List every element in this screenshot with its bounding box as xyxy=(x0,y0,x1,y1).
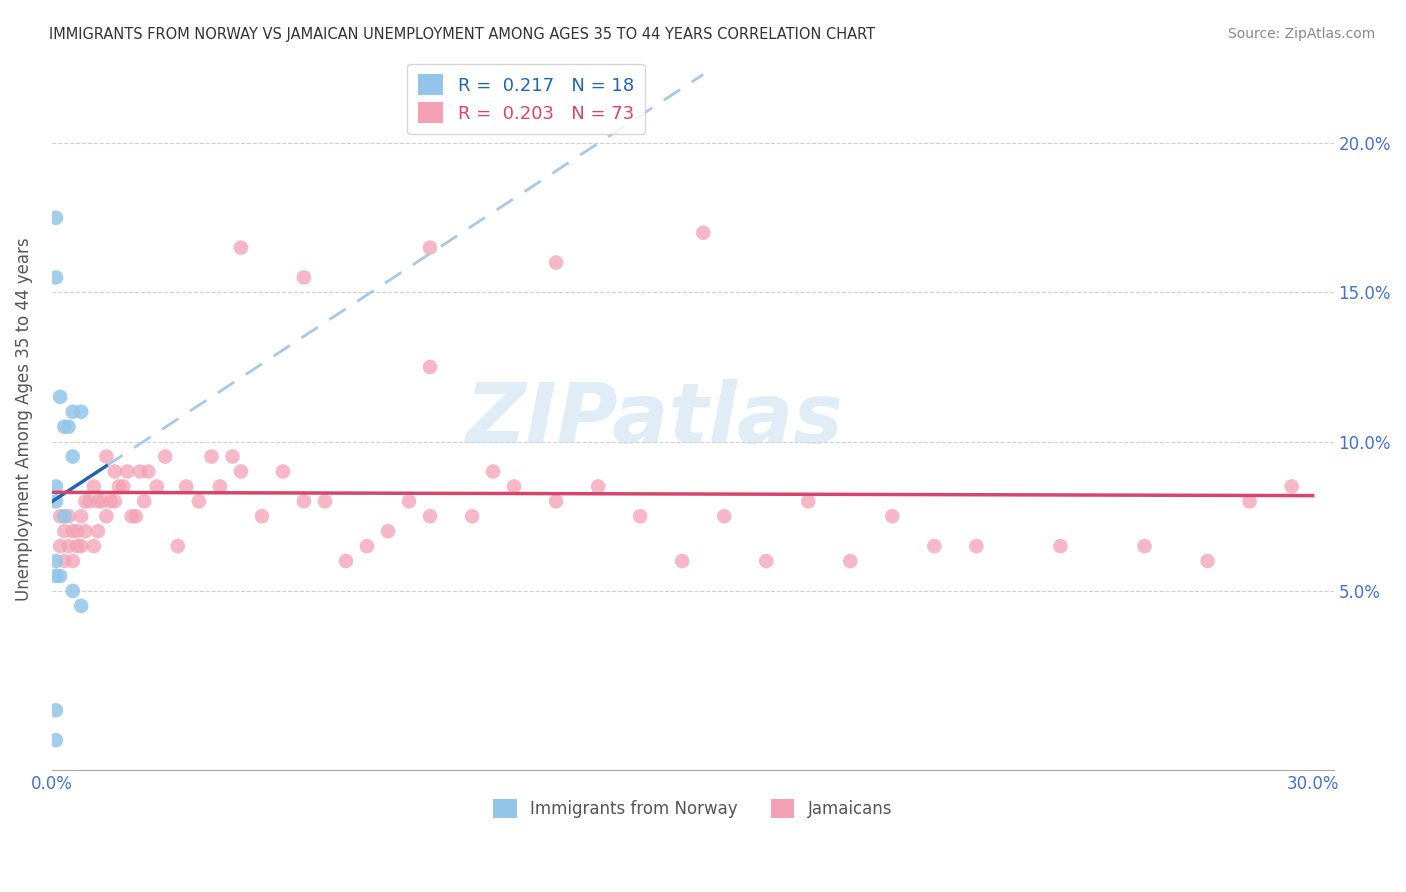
Point xyxy=(965,539,987,553)
Point xyxy=(108,479,131,493)
Point xyxy=(546,255,568,269)
Point xyxy=(58,419,80,434)
Point xyxy=(692,226,714,240)
Point xyxy=(96,450,118,464)
Point xyxy=(129,465,152,479)
Point xyxy=(250,509,273,524)
Point xyxy=(356,539,378,553)
Point xyxy=(49,569,72,583)
Point xyxy=(292,270,315,285)
Point xyxy=(62,524,84,539)
Point xyxy=(112,479,135,493)
Point xyxy=(882,509,904,524)
Point xyxy=(66,539,89,553)
Point xyxy=(66,524,89,539)
Point xyxy=(104,465,127,479)
Point xyxy=(419,359,441,374)
Point xyxy=(482,465,505,479)
Point xyxy=(1133,539,1156,553)
Point xyxy=(53,419,76,434)
Point xyxy=(174,479,197,493)
Point xyxy=(79,494,101,508)
Point xyxy=(96,509,118,524)
Point xyxy=(58,539,80,553)
Point xyxy=(62,554,84,568)
Point xyxy=(87,494,110,508)
Point xyxy=(924,539,946,553)
Point xyxy=(45,569,67,583)
Point xyxy=(45,270,67,285)
Point xyxy=(45,494,67,508)
Point xyxy=(187,494,209,508)
Point xyxy=(586,479,609,493)
Point xyxy=(70,405,93,419)
Point xyxy=(45,554,67,568)
Point xyxy=(45,479,67,493)
Point xyxy=(83,539,105,553)
Point xyxy=(221,450,243,464)
Point xyxy=(83,479,105,493)
Point xyxy=(200,450,222,464)
Point xyxy=(166,539,188,553)
Point xyxy=(377,524,399,539)
Point xyxy=(62,583,84,598)
Point xyxy=(208,479,231,493)
Point xyxy=(49,539,72,553)
Point xyxy=(398,494,420,508)
Point xyxy=(70,509,93,524)
Text: IMMIGRANTS FROM NORWAY VS JAMAICAN UNEMPLOYMENT AMONG AGES 35 TO 44 YEARS CORREL: IMMIGRANTS FROM NORWAY VS JAMAICAN UNEMP… xyxy=(49,27,876,42)
Point xyxy=(292,494,315,508)
Y-axis label: Unemployment Among Ages 35 to 44 years: Unemployment Among Ages 35 to 44 years xyxy=(15,237,32,601)
Point xyxy=(45,211,67,225)
Point xyxy=(419,509,441,524)
Text: Source: ZipAtlas.com: Source: ZipAtlas.com xyxy=(1227,27,1375,41)
Point xyxy=(1239,494,1261,508)
Point xyxy=(155,450,177,464)
Point xyxy=(138,465,160,479)
Point xyxy=(461,509,484,524)
Point xyxy=(100,494,122,508)
Point xyxy=(53,524,76,539)
Point xyxy=(125,509,148,524)
Point xyxy=(1049,539,1071,553)
Text: ZIPatlas: ZIPatlas xyxy=(465,379,844,459)
Point xyxy=(58,509,80,524)
Point xyxy=(271,465,294,479)
Point xyxy=(45,733,67,747)
Point xyxy=(671,554,693,568)
Point xyxy=(229,241,252,255)
Point xyxy=(53,554,76,568)
Point xyxy=(1197,554,1219,568)
Point xyxy=(314,494,336,508)
Point xyxy=(419,241,441,255)
Point xyxy=(546,494,568,508)
Point xyxy=(229,465,252,479)
Point xyxy=(49,390,72,404)
Point xyxy=(134,494,156,508)
Point xyxy=(53,509,76,524)
Point xyxy=(503,479,526,493)
Point xyxy=(70,599,93,613)
Point xyxy=(117,465,139,479)
Point xyxy=(713,509,735,524)
Point xyxy=(121,509,143,524)
Point xyxy=(75,494,97,508)
Point xyxy=(49,509,72,524)
Point xyxy=(104,494,127,508)
Point xyxy=(797,494,820,508)
Point xyxy=(45,703,67,717)
Point xyxy=(628,509,651,524)
Point xyxy=(146,479,169,493)
Point xyxy=(87,524,110,539)
Point xyxy=(91,494,114,508)
Point xyxy=(75,524,97,539)
Point xyxy=(839,554,862,568)
Point xyxy=(62,405,84,419)
Point xyxy=(62,450,84,464)
Point xyxy=(335,554,357,568)
Legend: Immigrants from Norway, Jamaicans: Immigrants from Norway, Jamaicans xyxy=(486,792,898,825)
Point xyxy=(1281,479,1303,493)
Point xyxy=(755,554,778,568)
Point xyxy=(70,539,93,553)
